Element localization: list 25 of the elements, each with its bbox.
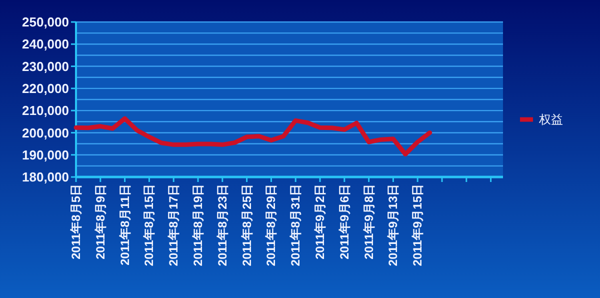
y-tick-label: 250,000 bbox=[22, 14, 69, 30]
y-tick-label: 210,000 bbox=[22, 103, 69, 118]
x-tick-label: 2011年9月6日 bbox=[337, 184, 352, 260]
x-tick-label: 2011年8月17日 bbox=[166, 184, 181, 266]
x-tick-label: 2011年9月2日 bbox=[313, 184, 327, 260]
legend-label: 权益 bbox=[538, 112, 563, 127]
y-tick-label: 230,000 bbox=[22, 58, 69, 74]
x-tick-label: 2011年8月19日 bbox=[191, 184, 205, 266]
x-tick-label: 2011年9月13日 bbox=[386, 184, 400, 266]
y-tick-label: 180,000 bbox=[22, 170, 69, 185]
y-tick-label: 190,000 bbox=[22, 147, 69, 162]
x-tick-label: 2011年8月23日 bbox=[215, 184, 230, 266]
x-tick-label: 2011年8月25日 bbox=[240, 184, 254, 266]
y-tick-label: 240,000 bbox=[22, 36, 69, 52]
x-tick-label: 2011年8月5日 bbox=[69, 184, 83, 260]
line-series bbox=[74, 116, 432, 156]
x-tick-label: 2011年9月8日 bbox=[362, 184, 376, 260]
x-tick-label: 2011年8月29日 bbox=[264, 184, 278, 266]
x-tick-label: 2011年8月15日 bbox=[142, 184, 156, 266]
y-tick-label: 200,000 bbox=[22, 125, 69, 140]
x-tick-label: 2011年8月9日 bbox=[93, 184, 108, 260]
x-tick-label: 2011年9月15日 bbox=[410, 184, 425, 266]
x-tick-label: 2011年8月31日 bbox=[288, 184, 303, 266]
x-tick-label: 2011年8月11日 bbox=[118, 184, 132, 266]
y-tick-label: 220,000 bbox=[22, 80, 69, 96]
